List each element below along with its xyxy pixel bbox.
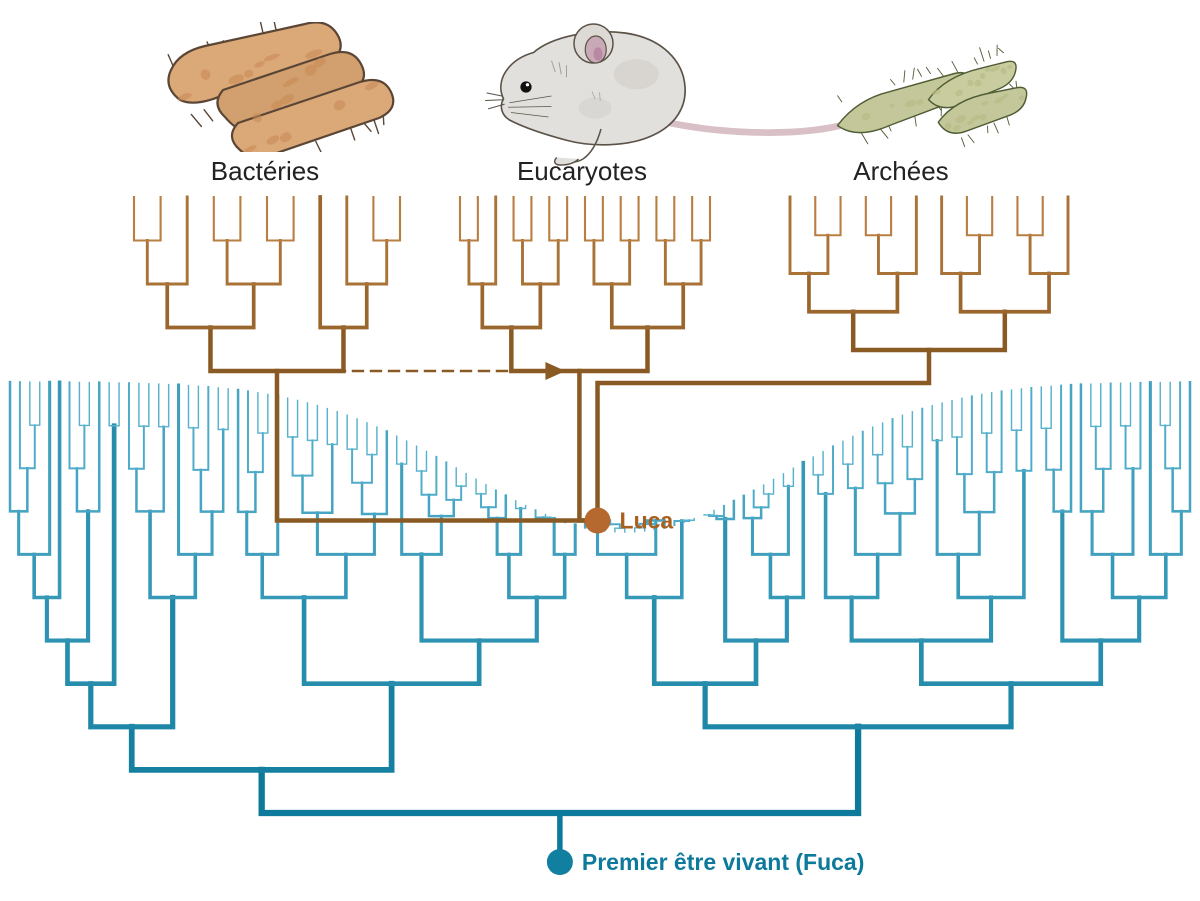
svg-text:Premier être vivant (Fuca): Premier être vivant (Fuca) bbox=[582, 849, 865, 875]
svg-text:Luca: Luca bbox=[620, 508, 674, 534]
